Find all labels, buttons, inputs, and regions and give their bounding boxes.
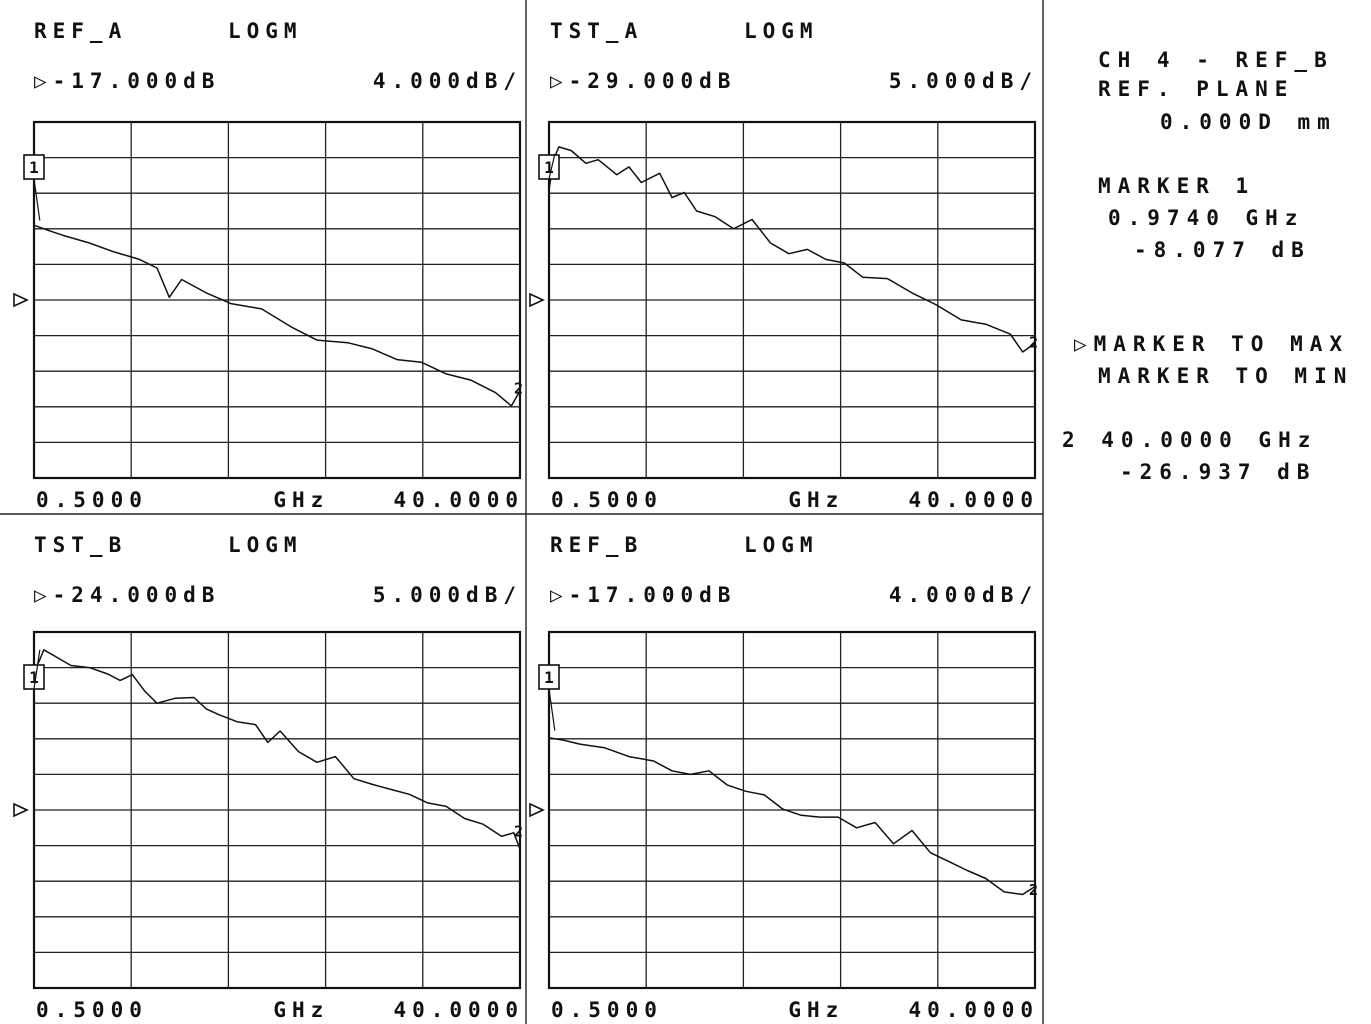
trace-panels: REF_A LOGM ▷-17.000dB 4.000dB/0.5000 GHz 40.0…	[13, 19, 1039, 1022]
trace-panel-tst-b: TST_B LOGM ▷-24.000dB 5.000dB/0.5000 GHz 40.0…	[13, 533, 524, 1022]
scale-per-division: 5.000dB/	[889, 69, 1038, 93]
stop-frequency: 40.0000	[908, 488, 1039, 512]
reference-level: ▷-29.000dB	[550, 69, 736, 93]
frequency-unit: GHz	[788, 998, 844, 1022]
marker-2-label: 2	[514, 379, 523, 397]
start-frequency: 0.5000	[36, 998, 148, 1022]
marker-1-pointer	[33, 649, 41, 690]
format-label: LOGM	[744, 19, 819, 43]
start-frequency: 0.5000	[551, 998, 663, 1022]
marker-2-label: 2	[1029, 881, 1038, 899]
marker-1-pointer	[548, 688, 556, 731]
start-frequency: 0.5000	[551, 488, 663, 512]
measurement-trace	[33, 649, 521, 850]
measurement-trace	[33, 224, 521, 407]
graticule	[547, 630, 1037, 990]
frequency-unit: GHz	[788, 488, 844, 512]
frequency-unit: GHz	[273, 488, 329, 512]
marker-1-pointer	[33, 178, 41, 221]
frequency-unit: GHz	[273, 998, 329, 1022]
marker-2-label: 2	[1029, 334, 1038, 352]
reference-level: ▷-24.000dB	[34, 583, 220, 607]
marker-1-label: 1	[29, 668, 39, 687]
trace-panel-tst-a: TST_A LOGM ▷-29.000dB 5.000dB/0.5000 GHz 40.0…	[529, 19, 1039, 512]
format-label: LOGM	[744, 533, 819, 557]
scale-per-division: 4.000dB/	[373, 69, 522, 93]
graticule	[32, 630, 522, 990]
marker-1-label: 1	[544, 158, 554, 177]
start-frequency: 0.5000	[36, 488, 148, 512]
reference-position-marker	[529, 802, 545, 818]
graticule	[32, 120, 522, 480]
reference-position-marker	[529, 292, 545, 308]
channel-name: TST_A	[550, 19, 643, 43]
scale-per-division: 5.000dB/	[373, 583, 522, 607]
trace-panel-ref-a: REF_A LOGM ▷-17.000dB 4.000dB/0.5000 GHz 40.0…	[13, 19, 524, 512]
scale-per-division: 4.000dB/	[889, 583, 1038, 607]
stop-frequency: 40.0000	[393, 488, 524, 512]
reference-position-marker	[13, 292, 29, 308]
reference-level: ▷-17.000dB	[34, 69, 220, 93]
format-label: LOGM	[228, 19, 303, 43]
format-label: LOGM	[228, 533, 303, 557]
stop-frequency: 40.0000	[908, 998, 1039, 1022]
measurement-trace	[548, 146, 1036, 353]
reference-level: ▷-17.000dB	[550, 583, 736, 607]
channel-name: TST_B	[34, 533, 127, 557]
stop-frequency: 40.0000	[393, 998, 524, 1022]
marker-1-label: 1	[29, 158, 39, 177]
channel-name: REF_B	[550, 533, 643, 557]
trace-panel-ref-b: REF_B LOGM ▷-17.000dB 4.000dB/0.5000 GHz 40.0…	[529, 533, 1039, 1022]
graticule	[547, 120, 1037, 480]
measurement-trace	[548, 737, 1036, 896]
marker-2-label: 2	[514, 822, 523, 840]
marker-1-pointer	[548, 153, 556, 180]
marker-1-label: 1	[544, 668, 554, 687]
screen-dividers	[0, 0, 1044, 1024]
reference-position-marker	[13, 802, 29, 818]
channel-name: REF_A	[34, 19, 127, 43]
